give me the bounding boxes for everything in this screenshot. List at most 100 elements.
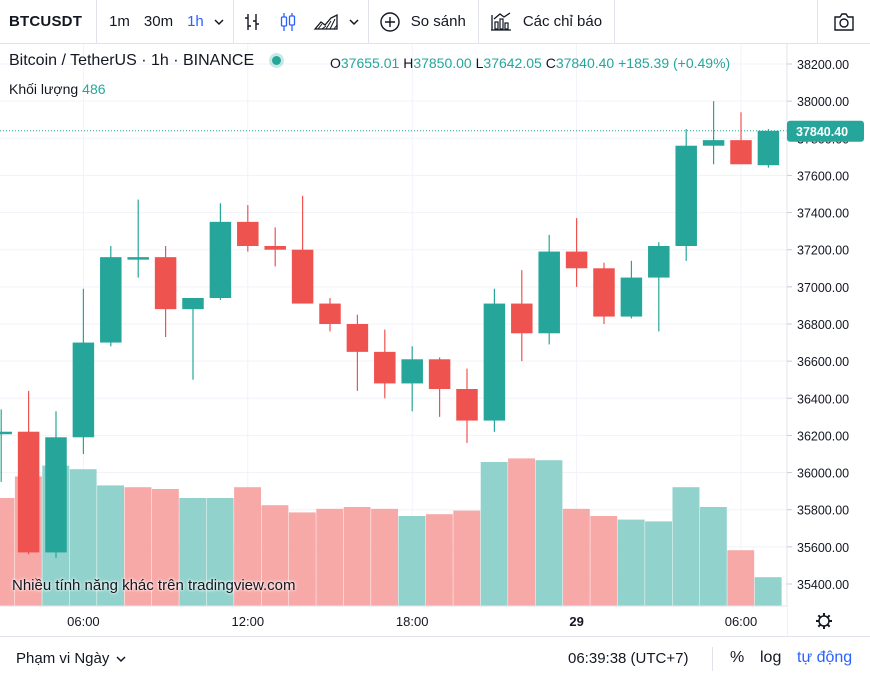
candle	[346, 314, 369, 391]
volume-bar	[727, 550, 755, 606]
candle-body	[511, 303, 533, 334]
volume-bar	[453, 510, 481, 606]
price-chart[interactable]: 35400.00 35600.00 35800.00 36000.00 36200.00…	[0, 44, 870, 636]
volume-label: Khối lượng	[9, 81, 79, 97]
price-tick-label: 37600.00	[797, 169, 849, 183]
price-tick-label: 38200.00	[797, 58, 849, 72]
low-value: 37642.05	[483, 55, 542, 71]
date-range-label: Phạm vi Ngày	[16, 650, 110, 667]
candle	[538, 234, 560, 345]
price-tick-label: 36600.00	[797, 355, 849, 369]
price-tick-label: 36000.00	[797, 467, 849, 481]
indicators-icon	[489, 0, 519, 44]
candle-body	[428, 359, 451, 389]
date-range-selector[interactable]: Phạm vi Ngày	[0, 650, 127, 667]
candle-body	[593, 268, 615, 317]
gear-icon-ring	[818, 615, 830, 627]
candle	[100, 246, 122, 347]
time-axis: 06:00 12:00 18:00 29 06:00	[0, 605, 832, 636]
tradingview-link[interactable]: Nhiều tính năng khác trên tradingview.co…	[12, 577, 296, 594]
volume-bar	[151, 489, 179, 606]
area-chart-icon[interactable]	[306, 0, 346, 44]
timeframe-1h[interactable]: 1h	[187, 13, 204, 30]
timeframe-1m[interactable]: 1m	[109, 13, 130, 30]
candle-body	[648, 246, 670, 278]
candlestick-icon[interactable]	[270, 0, 306, 44]
gear-icon-tooth	[826, 623, 831, 628]
compare-button[interactable]: So sánh	[369, 0, 478, 44]
candle	[45, 411, 67, 558]
time-tick-label: 12:00	[232, 614, 265, 629]
candles	[0, 101, 780, 558]
timeframe-30m[interactable]: 30m	[143, 13, 174, 30]
price-axis: 35400.00 35600.00 35800.00 36000.00 36200.00…	[786, 44, 870, 636]
bottom-bar: Phạm vi Ngày 06:39:38 (UTC+7) % log tự đ…	[0, 636, 870, 680]
candle-body	[72, 342, 95, 438]
camera-icon[interactable]	[818, 0, 870, 44]
high-key: H	[403, 55, 414, 71]
volume-bar	[69, 469, 97, 606]
gear-icon-tooth	[826, 614, 831, 619]
candle	[428, 357, 451, 417]
gear-icon[interactable]	[816, 613, 832, 629]
time-tick-label: 06:00	[67, 614, 100, 629]
toolbar-divider	[96, 0, 98, 44]
candle-body	[237, 221, 259, 246]
time-tick-label: 18:00	[396, 614, 429, 629]
chevron-down-icon[interactable]	[346, 0, 368, 44]
candle	[675, 129, 697, 261]
candle	[511, 270, 533, 362]
chevron-down-icon[interactable]	[211, 0, 233, 44]
price-tick-label: 36200.00	[797, 429, 849, 443]
candle-body	[620, 277, 643, 317]
candle-body	[127, 257, 149, 260]
bar-chart-icon[interactable]	[234, 0, 270, 44]
candle-body	[702, 140, 725, 146]
candle	[401, 346, 423, 412]
change-value: +185.39 (+0.49%)	[618, 55, 731, 71]
candle	[17, 390, 40, 555]
last-price-badge	[787, 120, 864, 142]
candle-body	[538, 251, 560, 334]
candle	[72, 288, 95, 454]
indicators-button[interactable]: Các chỉ báo	[479, 0, 614, 44]
log-scale-toggle[interactable]: log	[760, 649, 782, 666]
symbol-name[interactable]: BTCUSDT	[9, 13, 83, 30]
time-axis-background	[0, 606, 787, 636]
candle-body	[730, 140, 752, 165]
volume-bar	[398, 516, 426, 606]
price-tick-label: 35800.00	[797, 504, 849, 518]
candle-body	[209, 221, 232, 298]
volume-bar	[371, 508, 398, 606]
candle-body	[401, 359, 423, 384]
candle	[757, 129, 780, 168]
candle	[237, 205, 259, 252]
time-tick-label: 29	[569, 614, 583, 629]
percent-scale-toggle[interactable]: %	[730, 649, 745, 666]
volume-bar	[699, 507, 727, 606]
auto-scale-toggle[interactable]: tự động	[797, 649, 853, 666]
market-status-dot	[272, 55, 282, 65]
candle	[648, 242, 670, 332]
candle	[593, 262, 615, 324]
series-title: Bitcoin / TetherUS · 1h · BINANCE	[9, 52, 255, 69]
candle	[483, 288, 506, 432]
volume-bar	[590, 516, 618, 606]
ohlc-values: O37655.01 H37850.00 L37642.05 C37840.40 …	[330, 55, 730, 71]
toolbar-divider	[477, 0, 479, 44]
toolbar-divider	[367, 0, 369, 44]
candle	[319, 298, 341, 332]
volume-bar	[288, 512, 316, 606]
gear-icon-tooth	[817, 614, 822, 619]
clock[interactable]: 06:39:38 (UTC+7)	[568, 650, 689, 667]
price-tick-label: 35600.00	[797, 541, 849, 555]
price-tick-label: 37200.00	[797, 244, 849, 258]
volume-bar	[179, 498, 207, 606]
candle-body	[264, 246, 286, 250]
open-key: O	[330, 55, 341, 71]
open-value: 37655.01	[340, 55, 400, 71]
candle-body	[757, 130, 780, 166]
toolbar-divider	[817, 0, 818, 44]
volume-bar	[562, 508, 590, 606]
candle-body	[565, 251, 588, 269]
